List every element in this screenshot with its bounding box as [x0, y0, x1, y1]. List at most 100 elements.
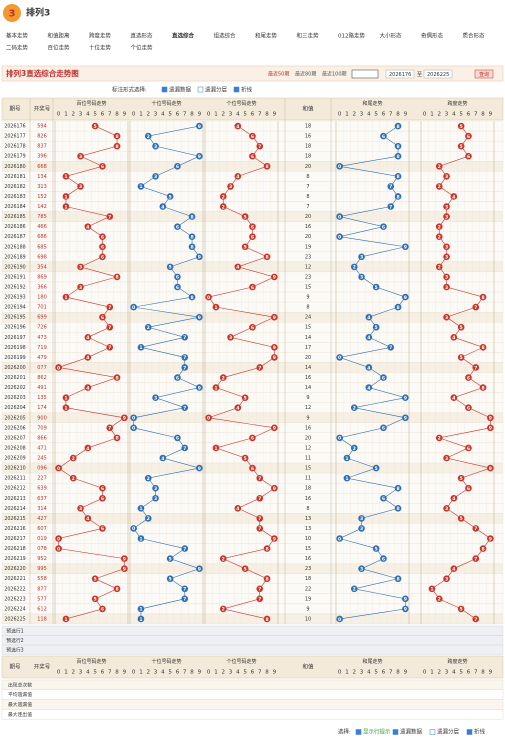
nav-link[interactable]: 百位走势 [48, 44, 71, 52]
ones-ball-label: 3 [229, 335, 232, 341]
nav-link[interactable]: 奇偶形态 [421, 32, 444, 40]
tail-ball [358, 253, 365, 261]
hundreds-ball [62, 293, 70, 301]
ones-ball-label: 2 [222, 194, 225, 200]
issue: 2026182 [4, 184, 25, 190]
header-digit: 4 [161, 670, 165, 676]
nav-link[interactable]: 跨度走势 [89, 32, 112, 40]
option-label[interactable]: 遗漏分层 [437, 728, 460, 736]
nav-link[interactable]: 十位走势 [89, 44, 112, 52]
tail-ball [402, 414, 409, 422]
ones-ball-label: 6 [251, 466, 254, 472]
tens-ball [144, 515, 152, 522]
span-ball-label: 5 [460, 355, 463, 361]
range-select[interactable] [351, 69, 379, 79]
sum: 18 [305, 154, 311, 160]
ones-ball-label: 0 [207, 416, 210, 422]
number: 396 [37, 154, 47, 160]
sum: 11 [305, 476, 311, 482]
hundreds-ball [121, 414, 128, 422]
checkbox[interactable] [355, 729, 362, 735]
option-label[interactable]: 遗漏分层 [205, 86, 228, 94]
tail-ball-label: 6 [382, 224, 385, 230]
option-label[interactable]: 遗漏数据 [169, 86, 192, 94]
ones-ball-label: 9 [273, 426, 276, 432]
range-link[interactable]: 最近80期 [295, 71, 316, 78]
checkbox[interactable] [161, 86, 168, 93]
query-btn[interactable] [474, 69, 494, 79]
nav-link[interactable]: 组选综合 [214, 32, 237, 40]
nav-link[interactable]: 二码走势 [6, 44, 29, 52]
from-input[interactable] [385, 69, 415, 79]
number: 174 [37, 405, 47, 411]
header-group: 和尾走势 [362, 658, 382, 665]
option-label[interactable]: 折线 [474, 728, 486, 736]
site-title: 排列3 [26, 7, 50, 19]
nav-link[interactable]: 和尾走势 [255, 32, 278, 40]
span-ball-label: 3 [445, 255, 448, 261]
header-digit: 7 [108, 670, 112, 676]
header-digit: 5 [93, 112, 97, 118]
hundreds-ball-label: 7 [108, 305, 111, 311]
query-label[interactable]: 查询 [479, 71, 489, 78]
nav-link[interactable]: 和值距离 [48, 32, 71, 40]
number: 473 [37, 335, 47, 341]
row-bg [1, 392, 504, 403]
tail-ball-label: 6 [382, 496, 385, 502]
number: 245 [37, 456, 47, 462]
sum: 18 [305, 486, 311, 492]
checkbox[interactable] [392, 729, 399, 735]
header-digit: 5 [243, 112, 247, 118]
tail-ball-label: 8 [396, 174, 399, 180]
ones-ball-label: 3 [229, 184, 232, 190]
tail-ball-label: 7 [389, 345, 392, 351]
sum: 20 [305, 214, 311, 220]
row-bg [1, 362, 504, 373]
span-ball [472, 364, 480, 371]
hundreds-ball-label: 5 [94, 124, 97, 130]
tail-ball [336, 233, 343, 240]
range-link[interactable]: 最近100期 [322, 71, 347, 78]
issue: 2026212 [4, 486, 25, 492]
tens-ball [144, 323, 152, 331]
tens-ball-label: 6 [176, 285, 179, 291]
number: 227 [37, 476, 47, 482]
number: 685 [37, 244, 47, 250]
nav-link[interactable]: 基本走势 [6, 32, 29, 40]
ones-ball-label: 4 [236, 124, 239, 130]
option-label[interactable]: 遗漏数据 [400, 728, 423, 736]
sum: 19 [305, 244, 311, 250]
checkbox[interactable] [233, 86, 240, 93]
checkbox[interactable] [429, 729, 436, 735]
nav-link[interactable]: 个位走势 [131, 44, 154, 52]
checkbox[interactable] [466, 729, 473, 735]
range-link[interactable]: 最近50期 [268, 71, 289, 78]
nav-link[interactable]: 直选形态 [131, 32, 154, 40]
span-ball [479, 545, 487, 552]
sum: 8 [306, 305, 309, 311]
ones-ball [271, 535, 278, 542]
tens-ball [152, 494, 159, 502]
option-label[interactable]: 显示行提示 [363, 728, 391, 736]
header-digit: 7 [389, 670, 393, 676]
option-label[interactable]: 折线 [241, 86, 253, 94]
nav-link[interactable]: 和三走势 [297, 32, 320, 40]
to-input[interactable] [423, 69, 453, 79]
issue: 2026179 [4, 154, 25, 160]
tens-ball-label: 9 [198, 466, 201, 472]
nav-link[interactable]: 大小形态 [380, 32, 403, 40]
sum: 8 [306, 174, 309, 180]
header-digit: 8 [481, 670, 485, 676]
nav-link[interactable]: 直选综合 [172, 32, 195, 40]
hundreds-ball-label: 6 [101, 526, 104, 532]
nav-link[interactable]: 012路走势 [338, 32, 365, 40]
checkbox[interactable] [197, 86, 204, 93]
sum: 13 [305, 526, 311, 532]
hundreds-ball-label: 6 [101, 234, 104, 240]
number: 869 [37, 274, 47, 280]
tail-ball-label: 0 [338, 234, 341, 240]
header-digit: 2 [147, 670, 151, 676]
header-digit: 3 [154, 112, 158, 118]
nav-link[interactable]: 质合形态 [463, 32, 486, 40]
